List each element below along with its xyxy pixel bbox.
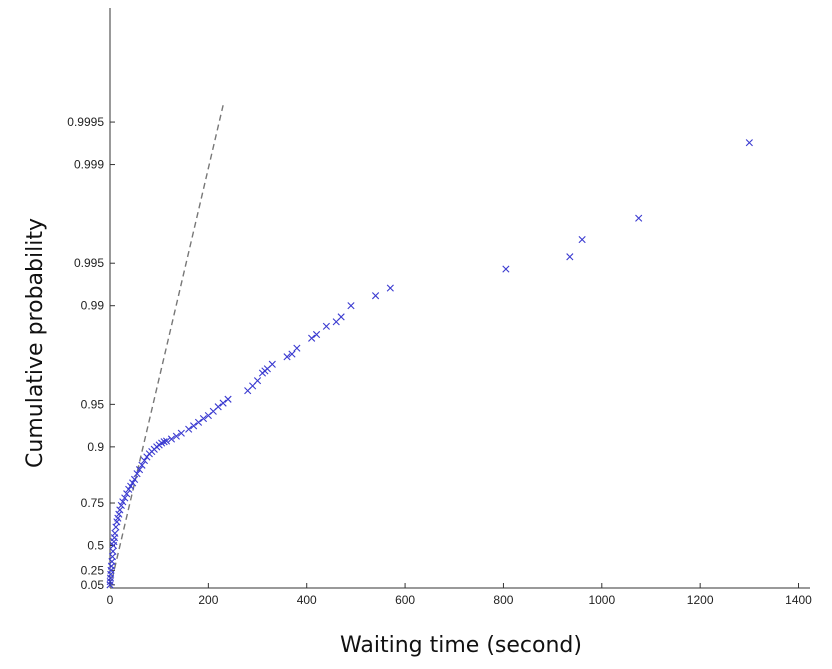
- data-point: [190, 422, 198, 430]
- data-point: [172, 432, 180, 440]
- data-point: [133, 470, 141, 478]
- data-point: [214, 403, 222, 411]
- data-point: [185, 425, 193, 433]
- data-point: [131, 475, 139, 483]
- x-tick-label: 1400: [785, 593, 812, 607]
- data-point: [109, 547, 117, 555]
- data-point: [167, 435, 176, 443]
- reference-line: [109, 105, 224, 589]
- x-axis-title: Waiting time (second): [340, 633, 582, 658]
- data-points: [106, 139, 753, 589]
- y-tick-label: 0.9: [87, 440, 104, 454]
- y-tick-label: 0.995: [74, 256, 104, 270]
- y-tick-label: 0.75: [81, 496, 105, 510]
- data-point: [162, 437, 171, 445]
- x-ticks: 0 200 400 600 800 1000 1200 1400: [107, 583, 812, 607]
- data-point: [312, 330, 321, 339]
- y-tick-label: 0.99: [81, 299, 105, 313]
- data-point: [371, 292, 380, 300]
- x-tick-label: 200: [198, 593, 218, 607]
- data-point: [745, 139, 753, 147]
- data-point: [502, 265, 510, 273]
- x-tick-label: 600: [395, 593, 415, 607]
- data-point: [283, 353, 291, 361]
- data-point: [116, 506, 124, 514]
- data-point: [119, 498, 127, 506]
- x-tick-label: 0: [107, 593, 114, 607]
- data-point: [253, 377, 262, 385]
- data-point: [578, 235, 586, 244]
- data-point: [293, 344, 301, 352]
- data-point: [117, 501, 125, 510]
- y-tick-label: 0.95: [81, 397, 105, 411]
- data-point: [125, 485, 133, 493]
- data-point: [194, 418, 203, 426]
- data-point: [288, 350, 296, 358]
- y-axis-title: Cumulative probability: [23, 218, 48, 468]
- data-point: [138, 461, 146, 469]
- data-point: [308, 334, 316, 342]
- data-point: [566, 253, 574, 261]
- data-point: [268, 360, 276, 368]
- data-point: [635, 214, 643, 222]
- y-tick-label: 0.999: [74, 158, 104, 172]
- x-tick-label: 400: [297, 593, 317, 607]
- data-point: [160, 438, 168, 446]
- data-point: [121, 494, 129, 502]
- y-tick-label: 0.9995: [67, 115, 104, 129]
- x-tick-label: 1000: [588, 593, 615, 607]
- data-point: [135, 466, 144, 474]
- data-point: [347, 302, 355, 310]
- data-point: [337, 313, 345, 321]
- y-ticks: 0.050.25 0.5 0.75 0.9 0.95 0.99 0.995 0.999 0.99…: [67, 115, 115, 592]
- y-tick-label: 0.5: [87, 539, 104, 553]
- data-point: [219, 399, 227, 407]
- data-point: [199, 414, 208, 423]
- data-point: [123, 490, 131, 498]
- data-point: [111, 529, 119, 537]
- data-point: [127, 482, 135, 490]
- data-point: [115, 510, 123, 518]
- data-point: [140, 456, 149, 465]
- data-point: [386, 284, 394, 292]
- y-tick-label: 0.05: [81, 578, 105, 592]
- data-point: [224, 395, 232, 403]
- data-point: [322, 322, 330, 330]
- data-point: [129, 479, 137, 487]
- axes: [109, 8, 810, 589]
- data-point: [177, 429, 185, 437]
- y-tick-label: 0.25: [81, 563, 105, 577]
- x-tick-label: 800: [493, 593, 513, 607]
- x-tick-label: 1200: [687, 593, 714, 607]
